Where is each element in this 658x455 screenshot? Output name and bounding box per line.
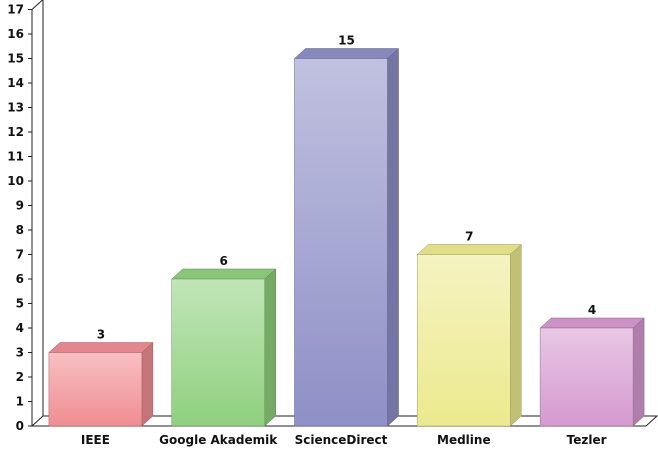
y-tick-label: 17 (7, 3, 24, 17)
data-label: 3 (97, 328, 105, 342)
y-tick-label: 15 (7, 52, 24, 66)
bar-top (293, 48, 400, 59)
y-tick-label: 7 (16, 248, 24, 262)
data-label: 7 (465, 230, 473, 244)
bar-front (171, 278, 265, 427)
bar-top (48, 342, 154, 353)
y-axis-depth-top (31, 0, 44, 10)
category-label: Medline (437, 433, 491, 447)
category-label: Google Akademik (159, 433, 278, 447)
y-tick-label: 0 (16, 419, 24, 433)
bar-side (387, 47, 399, 427)
category-label: ScienceDirect (295, 433, 388, 447)
y-tick-label: 12 (7, 125, 24, 139)
bar-side (264, 268, 276, 427)
bars: 3 6 15 7 4 (48, 34, 645, 427)
data-label: 6 (220, 254, 228, 268)
bar-ieee: 3 (48, 328, 154, 427)
category-label: IEEE (81, 433, 110, 447)
bar-sciencedirect: 15 (293, 34, 400, 427)
y-tick-label: 2 (16, 370, 24, 384)
bar-side (632, 317, 645, 427)
bar-side (141, 341, 154, 427)
y-tick-label: 3 (16, 346, 24, 360)
bar-side (510, 243, 522, 427)
y-tick-label: 4 (16, 321, 24, 335)
bar-top (539, 317, 645, 329)
bar-front (539, 327, 634, 427)
y-tick-label: 14 (7, 76, 24, 90)
category-label: Tezler (567, 433, 607, 447)
data-label: 4 (588, 303, 596, 317)
y-tick-label: 11 (7, 150, 24, 164)
data-label: 15 (338, 34, 355, 48)
bar-top (416, 244, 522, 255)
y-tick-label: 10 (7, 174, 24, 188)
y-tick-label: 9 (16, 199, 24, 213)
bar-top (171, 268, 277, 280)
bar-front (48, 352, 143, 427)
y-tick-label: 16 (7, 27, 24, 41)
y-tick-label: 5 (16, 297, 24, 311)
bar-front (417, 254, 511, 427)
bar-google-akademik: 6 (171, 254, 277, 427)
bar-medline: 7 (416, 230, 522, 427)
bar-tezler: 4 (539, 303, 645, 427)
bar-front (294, 58, 388, 427)
y-tick-label: 6 (16, 272, 24, 286)
category-labels: IEEE Google Akademik ScienceDirect Medline T… (81, 433, 607, 447)
y-tick-label: 13 (7, 101, 24, 115)
y-tick-label: 8 (16, 223, 24, 237)
y-tick-label: 1 (16, 395, 24, 409)
